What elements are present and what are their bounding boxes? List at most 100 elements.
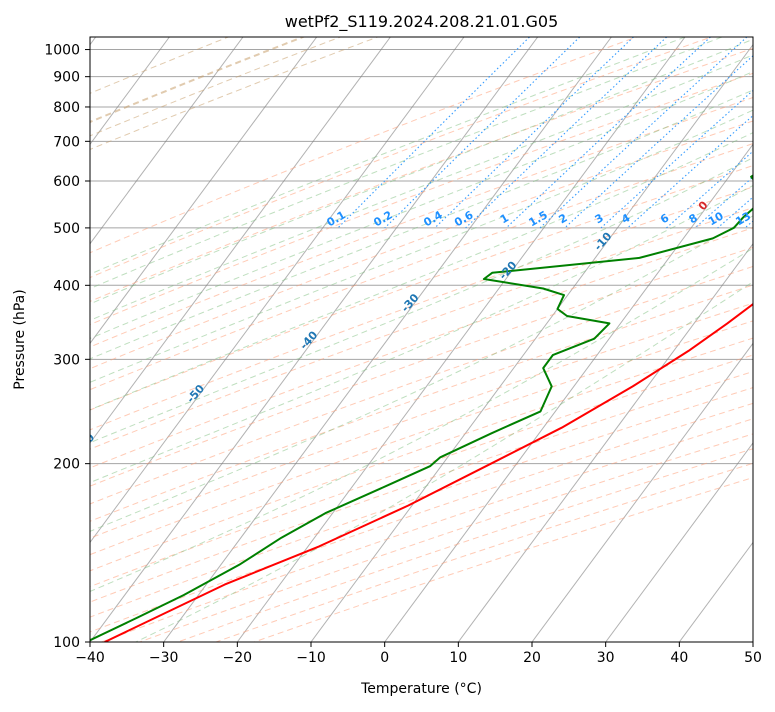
moist-adiabat-line (90, 132, 753, 411)
moist-adiabat-line (90, 37, 686, 275)
dry-adiabat-line (90, 387, 753, 618)
dry-adiabat-line (90, 337, 753, 572)
x-tick-label: −30 (149, 650, 179, 666)
dry-adiabat-line (90, 354, 753, 588)
y-tick-label: 600 (53, 174, 80, 190)
moist-adiabat-line (134, 281, 753, 642)
mixing-ratio-label: 4 (619, 211, 632, 226)
isotherm-line (90, 37, 170, 146)
isotherm-line (90, 37, 539, 642)
mixing-ratio-line (767, 37, 775, 228)
mixing-ratio-line (694, 176, 753, 229)
reference-curve-line (90, 37, 342, 137)
y-tick-label: 500 (53, 221, 80, 237)
mixing-ratio-line (505, 37, 711, 229)
reference-curve-line (90, 37, 380, 150)
isotherm-label: -40 (297, 328, 320, 352)
x-tick-label: 40 (670, 650, 688, 666)
dry-adiabat-line (90, 37, 713, 279)
mixing-ratio-line (337, 37, 530, 229)
isotherm-label: 0 (696, 198, 711, 213)
dry-adiabat-line (90, 302, 753, 539)
isotherm-line (310, 43, 753, 642)
moist-adiabat-line (90, 38, 753, 305)
mixing-ratio-label: 2 (556, 211, 569, 226)
plot-frame (89, 36, 754, 643)
moist-adiabat-line (90, 54, 753, 321)
isotherm-line (90, 37, 244, 245)
mixing-ratio-line (434, 37, 634, 229)
dry-adiabat-line (252, 477, 753, 642)
y-tick-label: 700 (53, 134, 80, 150)
dewpoint-profile-line (90, 174, 753, 642)
dry-adiabat-line (90, 143, 753, 391)
y-tick-label: 900 (53, 70, 80, 86)
moist-adiabat-line (90, 184, 753, 484)
mixing-ratio-label: 0.4 (421, 208, 445, 229)
mixing-ratio-label: 1.5 (527, 208, 550, 229)
isotherm-line (90, 37, 391, 444)
chart-title: wetPf2_S119.2024.208.21.01.G05 (285, 12, 559, 32)
mixing-ratio-line (600, 89, 753, 229)
x-tick-label: −10 (296, 650, 326, 666)
dry-adiabat-line (90, 265, 753, 505)
dry-adiabat-line (90, 284, 753, 522)
y-tick-label: 200 (53, 457, 80, 473)
mixing-ratio-line (744, 220, 753, 229)
temperature-profile-line (104, 302, 753, 642)
x-tick-label: −40 (75, 650, 105, 666)
reference-curve-line (90, 37, 230, 94)
mixing-ratio-label: 3 (593, 211, 606, 226)
dry-adiabat-line (90, 97, 753, 348)
y-tick-label: 400 (53, 278, 80, 294)
dry-adiabat-line (90, 120, 753, 370)
mixing-ratio-line (465, 37, 668, 229)
isotherm-line (605, 442, 753, 642)
isotherm-label: -20 (496, 258, 519, 282)
mixing-ratio-label: 0.6 (452, 208, 476, 229)
y-tick-label: 300 (53, 352, 80, 368)
y-tick-label: 1000 (44, 43, 80, 59)
mixing-ratio-label: 10 (706, 209, 726, 228)
dry-adiabat-line (90, 402, 753, 633)
dry-adiabat-line (90, 165, 753, 411)
y-tick-label: 100 (53, 635, 80, 651)
dry-adiabat-line (90, 72, 753, 326)
mixing-ratio-label: 6 (658, 211, 671, 226)
x-tick-label: 20 (523, 650, 541, 666)
mixing-ratio-label: 16 (756, 209, 775, 228)
moist-adiabat-line (90, 215, 753, 532)
isotherm-line (90, 37, 318, 345)
mixing-ratio-label: 13 (733, 209, 753, 228)
moist-adiabat-line (90, 37, 723, 290)
dry-adiabat-line (90, 186, 753, 431)
mixing-ratio-line (666, 150, 753, 229)
moist-adiabat-line (90, 247, 753, 593)
dry-adiabat-line (138, 433, 753, 642)
mixing-ratio-line (564, 55, 753, 229)
x-tick-label: 30 (597, 650, 615, 666)
dry-adiabat-line (176, 448, 753, 642)
dry-adiabat-line (90, 227, 753, 469)
x-tick-label: 0 (380, 650, 389, 666)
y-axis-label: Pressure (hPa) (12, 289, 28, 389)
isotherm-label: -60 (74, 431, 97, 455)
dry-adiabat-line (90, 246, 753, 487)
x-tick-label: 10 (449, 650, 467, 666)
mixing-ratio-label: 0.1 (325, 208, 348, 229)
x-axis-label: Temperature (°C) (360, 681, 482, 697)
isotherm-line (236, 37, 686, 642)
mixing-ratio-label: 0.2 (371, 208, 394, 229)
y-tick-label: 800 (53, 100, 80, 116)
dry-adiabat-line (90, 47, 753, 303)
dry-adiabat-line (90, 370, 753, 603)
x-tick-label: 50 (744, 650, 762, 666)
dry-adiabat-line (90, 320, 753, 556)
isotherm-line (384, 143, 753, 642)
isotherm-line (163, 37, 612, 642)
isotherm-line (531, 342, 753, 642)
mixing-ratio-label: 1 (498, 211, 511, 226)
x-tick-label: −20 (223, 650, 253, 666)
